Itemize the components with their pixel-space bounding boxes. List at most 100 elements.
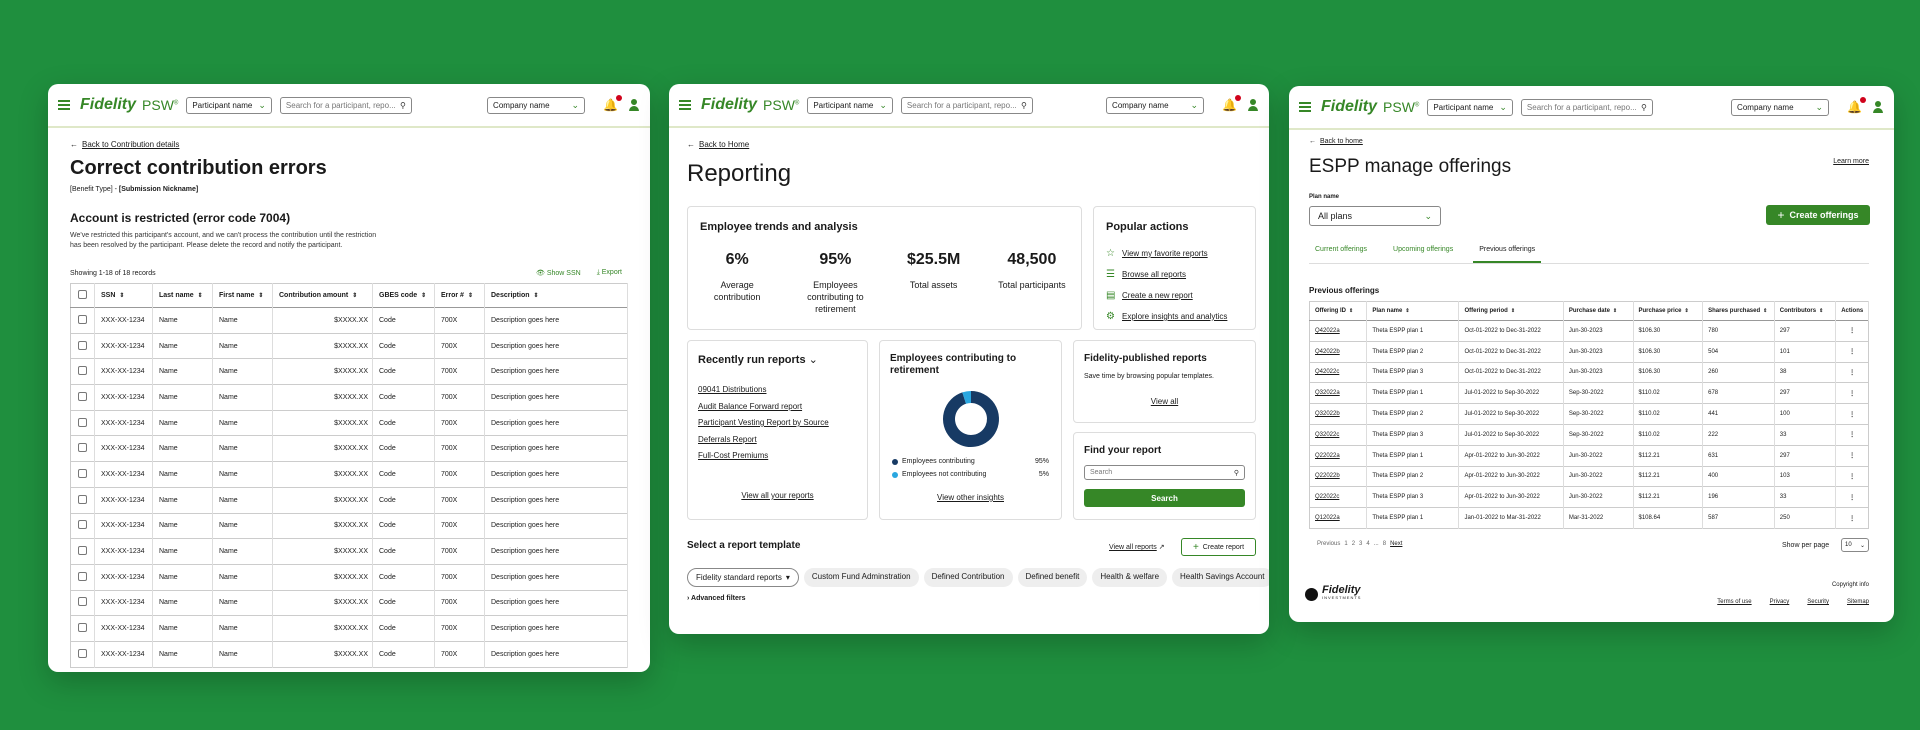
- popular-action-link[interactable]: ⚙ Explore insights and analytics: [1106, 306, 1227, 327]
- page-link[interactable]: 2: [1351, 541, 1356, 547]
- company-select[interactable]: Company name ⌄: [1731, 98, 1830, 116]
- column-header[interactable]: Error # ⇕: [434, 283, 485, 308]
- tab-previous[interactable]: Previous offerings: [1473, 242, 1542, 263]
- column-header[interactable]: Last name ⇕: [152, 283, 213, 308]
- offering-id-link[interactable]: Q22022b: [1309, 466, 1368, 487]
- recent-report-link[interactable]: Deferrals Report: [698, 434, 757, 444]
- checkbox[interactable]: [78, 623, 87, 633]
- column-header[interactable]: Contribution amount ⇕: [272, 283, 373, 308]
- offering-id-link[interactable]: Q42022b: [1309, 341, 1368, 363]
- popular-action-link[interactable]: ☰ Browse all reports: [1106, 264, 1227, 285]
- advanced-filters-toggle[interactable]: › Advanced filters: [687, 595, 746, 602]
- tab-upcoming[interactable]: Upcoming offerings: [1393, 246, 1454, 253]
- recent-title[interactable]: Recently run reports ⌄: [698, 354, 818, 366]
- bell-icon[interactable]: 🔔: [603, 95, 622, 112]
- popular-action-link[interactable]: ▤ Create a new report: [1106, 285, 1227, 306]
- participant-select[interactable]: Participant name ⌄: [807, 96, 893, 114]
- more-vertical-icon[interactable]: ⋮: [1849, 390, 1856, 397]
- company-select[interactable]: Company name ⌄: [487, 96, 586, 114]
- more-vertical-icon[interactable]: ⋮: [1849, 473, 1856, 480]
- checkbox[interactable]: [78, 340, 87, 350]
- search-input[interactable]: Search for a participant, repo... ⚲: [900, 96, 1033, 114]
- export-button[interactable]: ⤓ Export: [596, 269, 622, 276]
- search-input[interactable]: Search for a participant, repo... ⚲: [279, 96, 412, 114]
- checkbox[interactable]: [78, 597, 87, 607]
- menu-icon[interactable]: [1299, 102, 1311, 112]
- menu-icon[interactable]: [58, 100, 70, 110]
- checkbox[interactable]: [78, 520, 87, 530]
- offering-id-link[interactable]: Q32022b: [1309, 403, 1368, 425]
- footer-link[interactable]: Sitemap: [1846, 599, 1869, 605]
- more-vertical-icon[interactable]: ⋮: [1849, 515, 1856, 522]
- offering-id-link[interactable]: Q42022c: [1309, 362, 1368, 383]
- column-header[interactable]: Plan name ⇕: [1366, 301, 1460, 321]
- view-other-insights-link[interactable]: View other insights: [937, 493, 1004, 502]
- checkbox[interactable]: [78, 290, 87, 299]
- view-all-reports-link[interactable]: View all reports ↗: [1109, 544, 1165, 551]
- column-header[interactable]: Purchase date ⇕: [1563, 301, 1634, 321]
- company-select[interactable]: Company name ⌄: [1106, 96, 1205, 114]
- page-link[interactable]: 3: [1359, 541, 1363, 547]
- template-pill[interactable]: Fidelity standard reports ▾: [687, 568, 799, 587]
- checkbox[interactable]: [78, 366, 87, 376]
- user-icon[interactable]: [628, 99, 640, 111]
- checkbox[interactable]: [78, 546, 87, 556]
- more-vertical-icon[interactable]: ⋮: [1849, 411, 1856, 418]
- checkbox[interactable]: [78, 648, 87, 658]
- column-header[interactable]: Actions: [1835, 301, 1869, 321]
- footer-link[interactable]: Security: [1807, 599, 1829, 605]
- template-pill[interactable]: Custom Fund Adminstration: [803, 568, 919, 587]
- column-header[interactable]: Contributors ⇕: [1774, 301, 1837, 321]
- column-header[interactable]: Shares purchased ⇕: [1702, 301, 1775, 321]
- template-pill[interactable]: Defined benefit: [1017, 568, 1088, 587]
- column-header[interactable]: SSN ⇕: [94, 283, 153, 308]
- more-vertical-icon[interactable]: ⋮: [1849, 328, 1856, 335]
- create-report-button[interactable]: + Create report: [1181, 538, 1256, 556]
- more-vertical-icon[interactable]: ⋮: [1849, 349, 1856, 356]
- menu-icon[interactable]: [679, 100, 691, 110]
- back-link[interactable]: ← Back to home: [1309, 138, 1363, 145]
- template-pill[interactable]: Defined Contribution: [923, 568, 1013, 587]
- find-search-input[interactable]: Search ⚲: [1084, 465, 1245, 480]
- page-link[interactable]: Previous: [1317, 541, 1341, 547]
- checkbox[interactable]: [78, 443, 87, 453]
- column-header[interactable]: Offering ID ⇕: [1309, 301, 1368, 321]
- checkbox[interactable]: [78, 571, 87, 581]
- more-vertical-icon[interactable]: ⋮: [1849, 369, 1856, 376]
- view-all-link[interactable]: View all: [1150, 397, 1179, 406]
- column-header[interactable]: First name ⇕: [212, 283, 273, 308]
- more-vertical-icon[interactable]: ⋮: [1849, 453, 1856, 460]
- participant-select[interactable]: Participant name ⌄: [1427, 98, 1513, 116]
- show-ssn-button[interactable]: 👁 Show SSN: [536, 270, 581, 277]
- back-link[interactable]: ← Back to Contribution details: [70, 140, 180, 149]
- checkbox[interactable]: [78, 417, 87, 427]
- tab-current[interactable]: Current offerings: [1315, 246, 1368, 253]
- page-link[interactable]: 8: [1382, 541, 1387, 547]
- recent-report-link[interactable]: Audit Balance Forward report: [698, 401, 803, 411]
- page-link[interactable]: ...: [1373, 541, 1379, 547]
- view-all-reports-link[interactable]: View all your reports: [741, 491, 814, 500]
- checkbox[interactable]: [78, 468, 87, 478]
- recent-report-link[interactable]: Full-Cost Premiums: [698, 451, 769, 460]
- page-link[interactable]: Next: [1390, 541, 1403, 547]
- participant-select[interactable]: Participant name ⌄: [186, 96, 272, 114]
- footer-link[interactable]: Terms of use: [1717, 599, 1752, 605]
- page-link[interactable]: 4: [1366, 541, 1370, 547]
- template-pill[interactable]: Health Savings Account: [1172, 568, 1269, 587]
- template-pill[interactable]: Health & welfare: [1092, 568, 1168, 587]
- popular-action-link[interactable]: ☆ View my favorite reports: [1106, 243, 1227, 264]
- column-header[interactable]: Purchase price ⇕: [1633, 301, 1704, 321]
- checkbox[interactable]: [78, 391, 87, 401]
- per-page-select[interactable]: 10 ⌄: [1841, 538, 1869, 552]
- search-input[interactable]: Search for a participant, repo... ⚲: [1520, 98, 1653, 116]
- user-icon[interactable]: [1872, 101, 1884, 113]
- bell-icon[interactable]: 🔔: [1847, 97, 1866, 114]
- column-header[interactable]: Description ⇕: [484, 283, 628, 308]
- column-header[interactable]: GBES code ⇕: [372, 283, 435, 308]
- more-vertical-icon[interactable]: ⋮: [1849, 432, 1856, 439]
- checkbox[interactable]: [78, 314, 87, 324]
- more-vertical-icon[interactable]: ⋮: [1849, 494, 1856, 501]
- offering-id-link[interactable]: Q32022a: [1309, 382, 1368, 404]
- search-button[interactable]: Search: [1084, 489, 1245, 507]
- back-link[interactable]: ← Back to Home: [687, 140, 750, 149]
